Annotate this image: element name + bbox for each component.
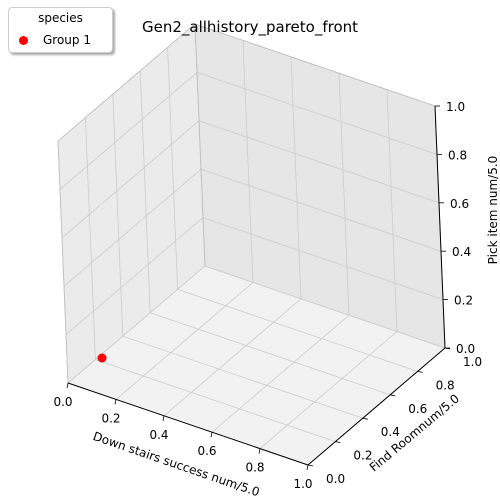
x-tick-label: 0.4 bbox=[149, 428, 168, 442]
legend-label: Group 1 bbox=[43, 33, 91, 47]
y-tick bbox=[390, 394, 396, 397]
legend-title: species bbox=[38, 11, 83, 25]
z-tick-label: 0.4 bbox=[452, 245, 471, 259]
left-gridline-z bbox=[61, 120, 200, 239]
z-tick-label: 0.8 bbox=[448, 148, 467, 162]
legend: species Group 1 bbox=[8, 7, 113, 53]
y-tick-label: 0.0 bbox=[326, 472, 345, 486]
pane-edge bbox=[57, 140, 69, 384]
y-tick-label: 0.2 bbox=[353, 449, 372, 463]
pane-edge bbox=[194, 23, 206, 267]
x-tick bbox=[66, 382, 69, 389]
left-gridline-y bbox=[167, 47, 178, 290]
left-gridline-y bbox=[139, 70, 151, 313]
y-tick-label: 0.6 bbox=[408, 402, 427, 416]
z-axis-line bbox=[434, 105, 446, 349]
pane-edge bbox=[194, 23, 436, 107]
data-point bbox=[97, 353, 107, 363]
back-gridline-z bbox=[204, 265, 446, 349]
z-tick-label: 0.0 bbox=[456, 342, 475, 356]
y-tick bbox=[417, 371, 423, 373]
z-tick-label: 0.6 bbox=[450, 197, 469, 211]
back-gridline-x bbox=[242, 40, 254, 283]
legend-marker-icon bbox=[19, 35, 28, 45]
floor-gridline-y bbox=[150, 312, 391, 396]
left-gridline-z bbox=[67, 265, 206, 384]
x-tick bbox=[210, 432, 213, 438]
floor-gridline-x bbox=[163, 298, 302, 417]
z-tick-label: 0.2 bbox=[454, 294, 473, 308]
left-gridline-z bbox=[63, 168, 202, 287]
back-gridline-z bbox=[198, 120, 440, 204]
y-tick bbox=[335, 441, 341, 443]
back-wall-pane bbox=[195, 24, 445, 348]
chart-title: Gen2_allhistory_pareto_front bbox=[142, 18, 358, 37]
floor-gridline-y bbox=[95, 359, 336, 442]
left-gridline-y bbox=[112, 94, 124, 337]
y-axis-line bbox=[307, 347, 446, 466]
x-tick-label: 0.2 bbox=[101, 411, 120, 425]
x-tick-label: 1.0 bbox=[293, 477, 312, 491]
y-tick-label: 0.8 bbox=[436, 378, 455, 392]
y-tick bbox=[362, 417, 368, 420]
floor-pane bbox=[68, 266, 445, 465]
back-gridline-x bbox=[386, 89, 398, 332]
x-tick-label: 0.0 bbox=[53, 395, 72, 409]
back-gridline-z bbox=[202, 217, 444, 300]
z-axis-label: Pick item num/5.0 bbox=[486, 156, 500, 265]
x-tick bbox=[306, 464, 309, 471]
floor-gridline-x bbox=[115, 282, 254, 400]
back-gridline-z bbox=[200, 168, 442, 252]
y-tick-label: 1.0 bbox=[463, 355, 482, 369]
back-gridline-x bbox=[290, 56, 302, 299]
left-gridline-y bbox=[85, 117, 96, 360]
left-wall-pane bbox=[58, 24, 205, 383]
back-gridline-x bbox=[338, 73, 350, 316]
x-axis-line bbox=[67, 382, 309, 466]
floor-gridline-x bbox=[259, 331, 398, 449]
left-gridline-z bbox=[65, 217, 204, 335]
x-tick bbox=[162, 415, 165, 421]
floor-gridline-y bbox=[177, 289, 418, 372]
floor-gridline-y bbox=[122, 335, 363, 419]
x-tick bbox=[258, 448, 261, 454]
x-tick-label: 0.8 bbox=[245, 461, 264, 475]
back-gridline-z bbox=[196, 72, 438, 155]
x-tick bbox=[114, 399, 117, 405]
z-tick-label: 1.0 bbox=[446, 100, 465, 114]
x-tick-label: 0.6 bbox=[197, 444, 216, 458]
left-gridline-z bbox=[59, 72, 198, 190]
pane-edge bbox=[57, 23, 196, 142]
floor-gridline-x bbox=[211, 314, 350, 433]
legend-entry: Group 1 bbox=[19, 33, 91, 47]
y-tick bbox=[307, 464, 314, 467]
y-tick-label: 0.4 bbox=[381, 425, 400, 439]
